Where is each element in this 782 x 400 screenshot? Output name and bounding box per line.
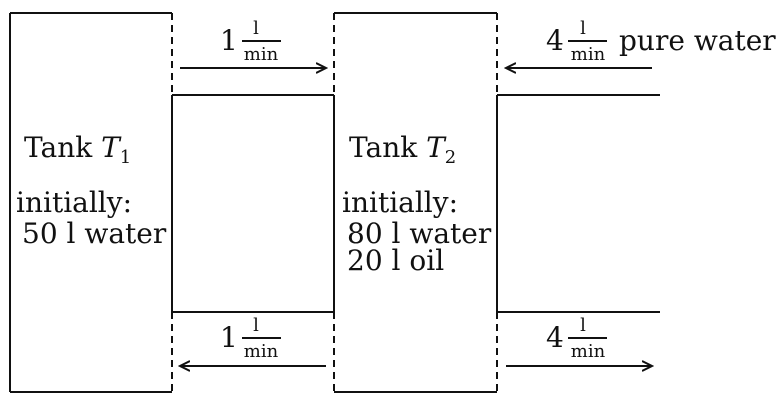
tank2-label: Tank T2 initially: 80 l water 20 l oil [342,131,492,277]
tank2-content-line: 20 l oil [347,244,444,277]
tank1-title-text: Tank [24,131,101,164]
flow-unit-num: l [580,315,586,336]
flow-amount: 1 [220,321,238,354]
flow-amount: 1 [220,24,238,57]
flow-label-inflow-t2: 4 l min pure water [546,18,776,65]
tank1-initially-label: initially: [16,186,132,219]
flow-unit-den: min [244,341,279,362]
flow-note: pure water [619,24,776,57]
flow-amount: 4 [546,321,564,354]
tank1-title-symbol: T [101,131,122,164]
tank1-title: Tank T1 [24,131,131,168]
tank2-title-sub: 2 [445,147,456,168]
flow-unit-den: min [571,44,606,65]
flow-label-outflow-t2: 4 l min [546,315,607,362]
flow-unit-num: l [580,18,586,39]
tank1-content-line: 50 l water [22,217,167,250]
tank2-title-symbol: T [426,131,447,164]
tank2-title-text: Tank [349,131,426,164]
flow-amount: 4 [546,24,564,57]
tank1-title-sub: 1 [120,147,131,168]
flow-label-t1-to-t2: 1 l min [220,18,281,65]
tank1-label: Tank T1 initially: 50 l water [16,131,167,250]
tank2-title: Tank T2 [349,131,456,168]
flow-unit-num: l [253,18,259,39]
tank2-content-line: 80 l water [347,217,492,250]
flow-unit-num: l [253,315,259,336]
tank2-initially-label: initially: [342,186,458,219]
flow-unit-den: min [571,341,606,362]
flow-unit-den: min [244,44,279,65]
flow-label-t2-to-t1: 1 l min [220,315,281,362]
